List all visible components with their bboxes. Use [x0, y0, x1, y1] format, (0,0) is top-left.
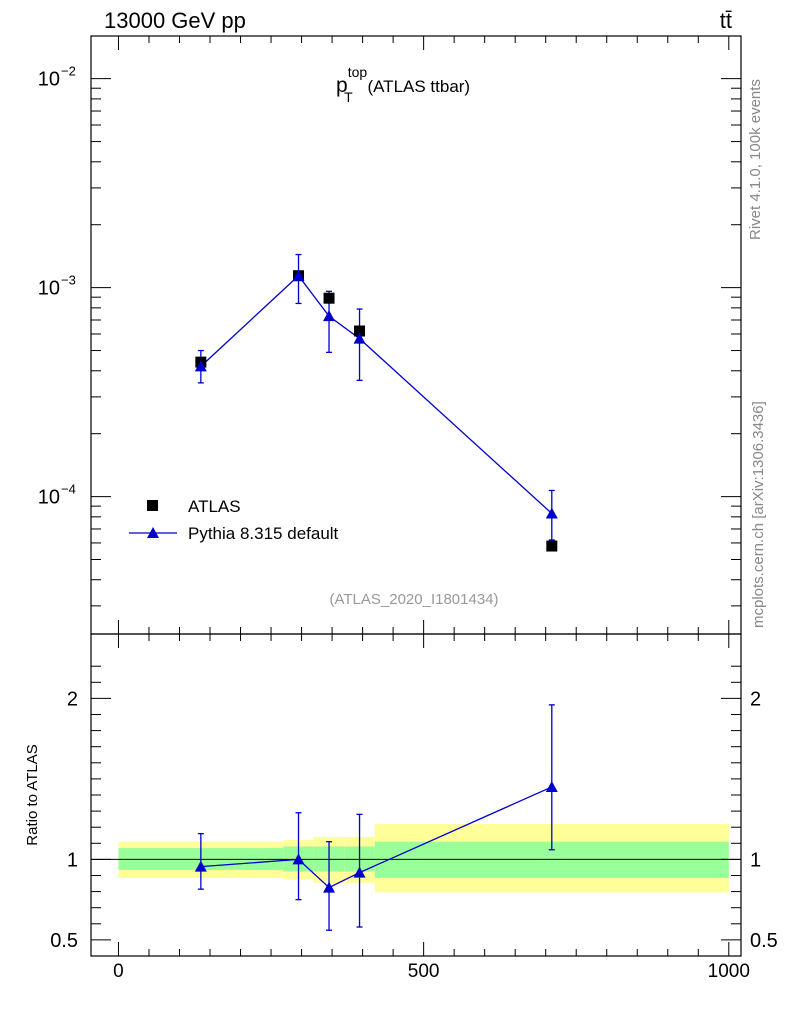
legend: ATLAS Pythia 8.315 default	[129, 497, 339, 543]
pythia-ratio-point	[545, 780, 558, 792]
y-tick-label: 10	[38, 487, 60, 509]
y-tick-label-exponent: −2	[61, 64, 76, 79]
plot-title: ptop T (ATLAS ttbar)	[336, 64, 470, 105]
analysis-id: (ATLAS_2020_I1801434)	[329, 591, 498, 608]
ratio-y-tick-label-right: 1	[750, 849, 761, 871]
ratio-y-tick-label-right: 2	[750, 688, 761, 710]
data-marks	[194, 253, 558, 931]
uncertainty-bands	[118, 823, 729, 893]
pythia-point	[323, 310, 336, 322]
pythia-point	[292, 269, 305, 281]
ratio-y-tick-label: 0.5	[50, 930, 78, 952]
ratio-y-tick-label: 1	[67, 849, 78, 871]
pythia-ratio-point	[194, 860, 207, 872]
legend-pythia-marker	[147, 527, 159, 538]
ratio-y-tick-label-right: 0.5	[750, 930, 778, 952]
pythia-ratio-point	[323, 881, 336, 893]
title-sub: T	[344, 89, 353, 105]
legend-atlas-label: ATLAS	[188, 497, 241, 516]
y-tick-label-exponent: −4	[61, 482, 76, 497]
x-tick-label: 0	[113, 961, 124, 982]
atlas-point	[354, 325, 366, 337]
header-left: 13000 GeV pp	[104, 8, 246, 33]
ratio-frame	[90, 633, 742, 957]
legend-pythia-label: Pythia 8.315 default	[188, 524, 339, 543]
pythia-point	[545, 507, 558, 519]
y-tick-label: 10	[38, 69, 60, 91]
x-tick-label: 1000	[708, 961, 750, 982]
legend-atlas-marker	[147, 500, 158, 511]
y-tick-label: 10	[38, 278, 60, 300]
header-right: tt̄	[720, 8, 732, 33]
atlas-point	[546, 540, 558, 552]
x-tick-label: 500	[408, 961, 440, 982]
atlas-point	[323, 292, 335, 304]
mcplots-label: mcplots.cern.ch [arXiv:1306.3436]	[750, 401, 767, 628]
title-main: p	[336, 74, 348, 97]
ratio-ylabel: Ratio to ATLAS	[24, 744, 41, 845]
pythia-line	[200, 274, 553, 514]
main-frame	[90, 35, 742, 635]
y-tick-label-exponent: −3	[61, 273, 76, 288]
pythia-ratio-point	[353, 866, 366, 878]
pythia-ratio-point	[292, 853, 305, 865]
pythia-point	[353, 332, 366, 344]
pythia-point	[194, 360, 207, 372]
title-sup: top	[348, 64, 368, 80]
title-suffix: (ATLAS ttbar)	[363, 77, 470, 96]
rivet-label: Rivet 4.1.0, 100k events	[747, 79, 764, 240]
ratio-y-tick-label: 2	[67, 688, 78, 710]
